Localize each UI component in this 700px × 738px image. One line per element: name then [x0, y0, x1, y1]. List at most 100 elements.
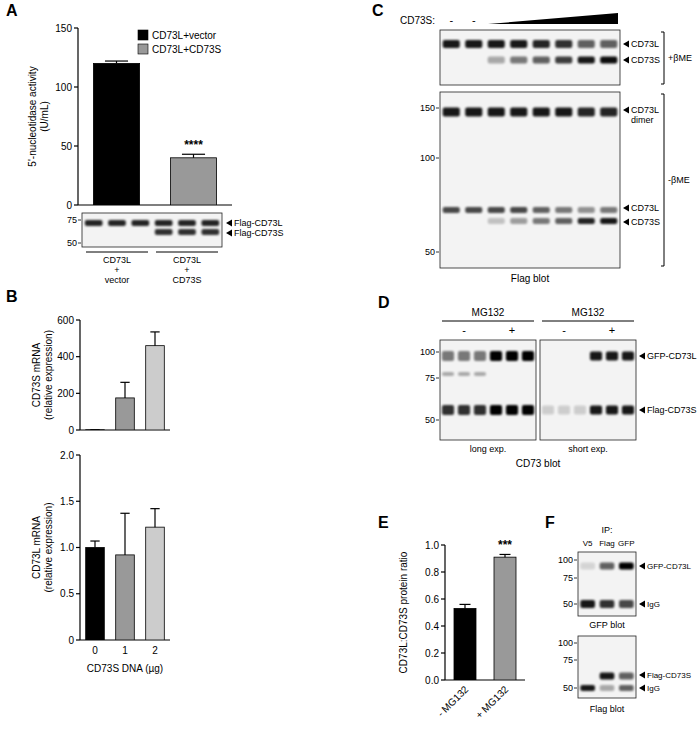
blot-frame [440, 30, 620, 85]
marker-tick [436, 420, 439, 421]
panel-letter: A [6, 2, 18, 19]
blot [578, 552, 636, 616]
band-arrow [639, 353, 645, 360]
x-tick-label: - MG132 [435, 683, 471, 719]
band [474, 405, 486, 415]
y-tick-label: 1.0 [60, 542, 74, 553]
band [578, 57, 595, 64]
y-tick [441, 544, 445, 545]
exposure-label: long exp. [470, 444, 507, 454]
bar [116, 555, 135, 640]
band [85, 220, 103, 226]
band [474, 351, 486, 361]
band [465, 40, 482, 48]
bar [494, 557, 516, 680]
band [600, 563, 615, 570]
band-label: CD73L [631, 203, 659, 213]
band [600, 207, 617, 213]
y-tick-label: 0.8 [425, 567, 439, 578]
band [155, 229, 173, 235]
error-line [464, 604, 465, 608]
error-cap [150, 331, 159, 332]
band [622, 352, 634, 361]
bar [86, 548, 105, 641]
marker-tick [574, 578, 577, 579]
bar [93, 63, 139, 205]
lane-label: + [509, 324, 515, 336]
blot [440, 30, 620, 85]
y-tick [74, 145, 78, 146]
marker-label: 50 [67, 238, 77, 248]
y-tick-label: 150 [55, 23, 72, 34]
x-tick-label: + MG132 [473, 683, 510, 720]
blot-caption: Flag blot [590, 704, 625, 714]
y-tick-label: 50 [61, 141, 73, 152]
band-label: IgG [647, 684, 660, 693]
blot-frame [540, 340, 636, 440]
band [178, 229, 196, 235]
figure: ABCDEF0501001505'-nucleotidase activity(… [0, 0, 700, 738]
band [506, 405, 518, 415]
band [606, 352, 618, 361]
band [555, 207, 572, 213]
y-axis [79, 320, 80, 430]
band [465, 207, 482, 213]
y-tick-label: 2.0 [60, 450, 74, 461]
band-arrow [623, 57, 629, 64]
y-tick [76, 639, 80, 640]
band [490, 351, 502, 361]
legend-swatch [138, 30, 148, 40]
band [442, 405, 454, 415]
bars [454, 554, 516, 680]
band-label: Flag-CD73S [647, 671, 691, 680]
condition-label: -βME [668, 175, 690, 185]
marker-label: 100 [558, 555, 573, 565]
band [590, 406, 602, 415]
y-tick-label: 400 [57, 351, 74, 362]
error-bar [182, 154, 205, 158]
marker-label: 50 [425, 415, 435, 425]
band [555, 218, 572, 224]
y-tick [74, 86, 78, 87]
marker-label: 50 [563, 683, 573, 693]
y-tick [441, 571, 445, 572]
y-axis-title: CD73L mRNA [31, 516, 42, 579]
y-axis-title: 5'-nucleotidase activity [27, 66, 38, 166]
y-axis-title: (relative expression) [43, 330, 54, 420]
blot-caption: GFP blot [589, 620, 625, 630]
band [178, 220, 196, 226]
band [443, 108, 460, 117]
error-bar [460, 604, 471, 608]
error-cap [150, 508, 159, 509]
bar [454, 608, 476, 680]
error-line [154, 332, 155, 346]
band [619, 673, 634, 680]
band-label: CD73L [631, 39, 659, 49]
error-cap [120, 513, 129, 514]
band [510, 40, 527, 48]
panel-letter: D [378, 294, 390, 311]
band [458, 351, 470, 361]
band [488, 207, 505, 213]
marker-tick [574, 660, 577, 661]
band [510, 108, 527, 117]
band [578, 40, 595, 48]
marker-label: 150 [420, 103, 435, 113]
group-label: MG132 [472, 307, 505, 318]
band [488, 108, 505, 117]
marker-tick [574, 560, 577, 561]
marker-label: 50 [425, 247, 435, 257]
band [600, 57, 617, 64]
group-label: CD73L [103, 255, 131, 265]
panel-letter: E [378, 514, 389, 531]
band-arrow [639, 685, 645, 692]
band [600, 218, 617, 224]
band [488, 40, 505, 48]
group-line [156, 252, 218, 253]
error-bar [90, 541, 99, 547]
y-tick-label: 0.0 [425, 675, 439, 686]
y-tick [76, 319, 80, 320]
y-axis [444, 545, 445, 680]
y-axis-title: (U/mL) [39, 101, 50, 132]
band [155, 220, 173, 226]
